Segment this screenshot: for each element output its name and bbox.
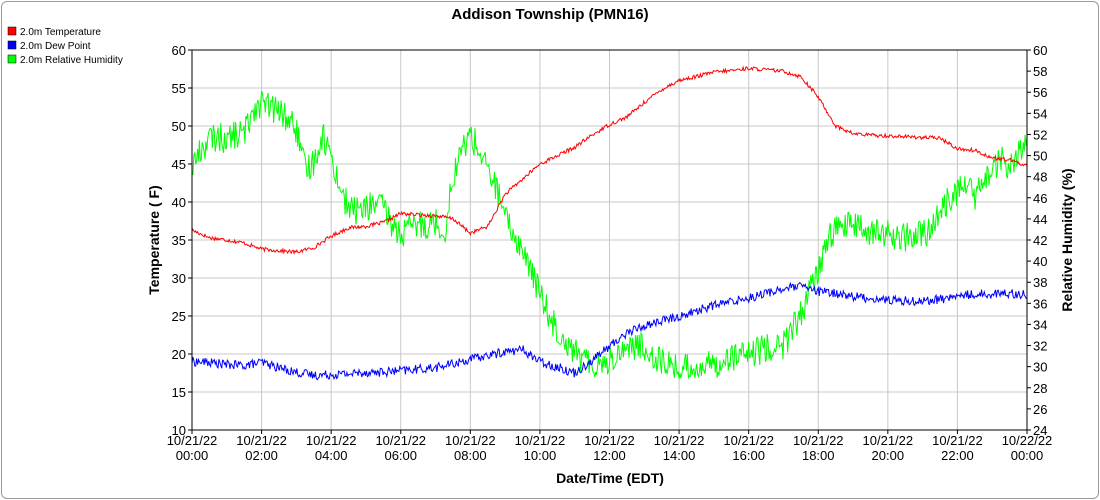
x-tick-label-time: 04:00 [315,448,348,463]
y-tick-label-right: 56 [1033,85,1047,100]
y-tick-label-left: 10 [172,423,186,438]
y-tick-label-left: 35 [172,233,186,248]
x-tick-label-date: 10/21/22 [723,433,774,448]
x-tick-label-date: 10/21/22 [445,433,496,448]
x-axis-label: Date/Time (EDT) [556,470,664,486]
y-tick-label-right: 36 [1033,296,1047,311]
y-tick-label-left: 25 [172,309,186,324]
x-tick-label-time: 06:00 [384,448,417,463]
y-axis-label-left: Temperature ( F) [146,185,162,294]
y-tick-label-left: 30 [172,271,186,286]
x-tick-label-date: 10/21/22 [236,433,287,448]
y-tick-label-right: 34 [1033,317,1047,332]
y-tick-label-right: 40 [1033,254,1047,269]
x-tick-label-date: 10/21/22 [863,433,914,448]
y-tick-label-left: 45 [172,157,186,172]
x-tick-label-time: 10:00 [524,448,557,463]
legend: 2.0m Temperature 2.0m Dew Point 2.0m Relat… [7,26,123,66]
series-lines [191,65,1028,381]
x-tick-label-date: 10/21/22 [515,433,566,448]
legend-label: 2.0m Relative Humidity [20,55,123,66]
y-tick-label-right: 60 [1033,43,1047,58]
legend-swatch [7,54,17,64]
x-tick-label-date: 10/22/22 [1002,433,1053,448]
x-tick-label-date: 10/21/22 [584,433,635,448]
y-tick-label-right: 52 [1033,127,1047,142]
x-tick-label-time: 02:00 [245,448,278,463]
y-tick-label-right: 28 [1033,381,1047,396]
y-tick-label-right: 46 [1033,191,1047,206]
y-tick-label-right: 54 [1033,106,1047,121]
y-tick-label-right: 44 [1033,212,1047,227]
y-tick-label-right: 58 [1033,64,1047,79]
y-tick-label-left: 50 [172,119,186,134]
y-tick-label-left: 40 [172,195,186,210]
legend-swatch [7,26,17,36]
x-tick-label-time: 20:00 [872,448,905,463]
y-tick-label-left: 60 [172,43,186,58]
x-tick-label-date: 10/21/22 [793,433,844,448]
y-tick-label-right: 26 [1033,402,1047,417]
y-tick-label-right: 24 [1033,423,1047,438]
y-axis-label-right: Relative Humidity (%) [1059,168,1075,311]
x-tick-label-date: 10/21/22 [375,433,426,448]
y-tick-label-right: 32 [1033,339,1047,354]
x-tick-label-time: 00:00 [176,448,209,463]
y-tick-label-right: 50 [1033,149,1047,164]
x-tick-label-time: 18:00 [802,448,835,463]
y-tick-label-left: 20 [172,347,186,362]
series-line-0 [191,65,1028,255]
x-tick-label-time: 00:00 [1011,448,1044,463]
x-tick-label-date: 10/21/22 [306,433,357,448]
x-tick-label-time: 16:00 [732,448,765,463]
x-tick-label-time: 14:00 [663,448,696,463]
x-tick-label-date: 10/21/22 [654,433,705,448]
x-tick-label-date: 10/21/22 [932,433,983,448]
legend-label: 2.0m Temperature [20,27,101,38]
x-tick-label-time: 22:00 [941,448,974,463]
legend-swatch [7,40,17,50]
y-tick-label-left: 55 [172,81,186,96]
chart-title: Addison Township (PMN16) [451,6,648,23]
y-tick-label-right: 38 [1033,275,1047,290]
y-tick-label-right: 42 [1033,233,1047,248]
series-line-1 [191,281,1028,381]
y-tick-label-right: 30 [1033,360,1047,375]
legend-label: 2.0m Dew Point [20,41,91,52]
y-tick-label-left: 15 [172,385,186,400]
series-line-2 [191,90,1028,380]
y-tick-label-right: 48 [1033,170,1047,185]
x-tick-label-time: 08:00 [454,448,487,463]
x-tick-label-time: 12:00 [593,448,626,463]
x-tick-label-date: 10/21/22 [167,433,218,448]
axis-ticks: 10/21/2200:0010/21/2202:0010/21/2204:001… [167,43,1053,463]
